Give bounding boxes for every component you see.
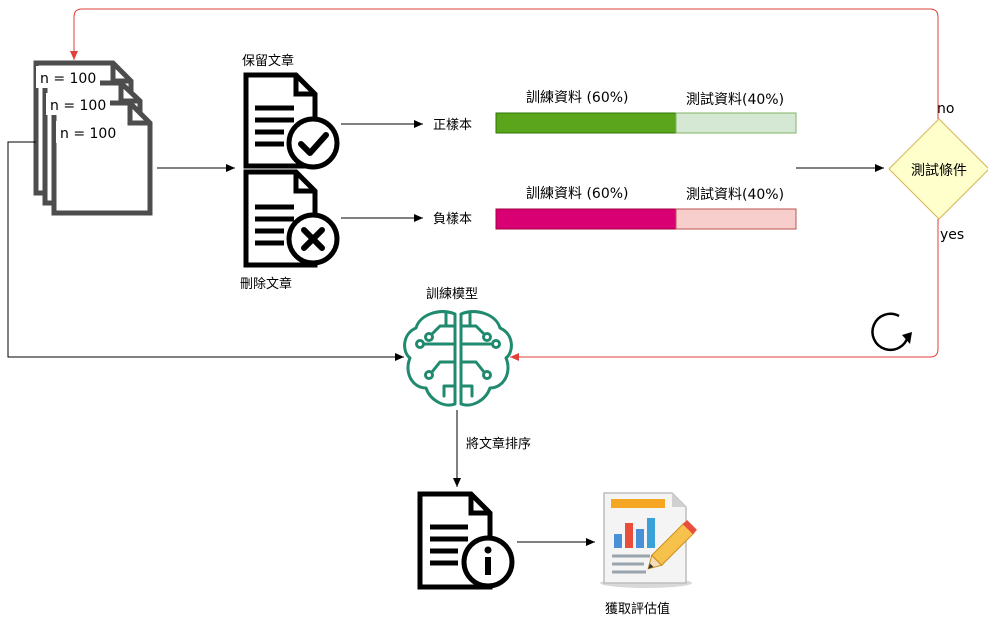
sort-label: 將文章排序 bbox=[466, 436, 531, 452]
negative-test-label: 測試資料(40%) bbox=[686, 187, 784, 203]
positive-sample-label: 正樣本 bbox=[433, 118, 472, 133]
keep-doc-label: 保留文章 bbox=[242, 53, 294, 69]
evaluate-label: 獲取評估值 bbox=[605, 601, 670, 617]
negative-test-segment bbox=[675, 208, 797, 230]
document-stack: n = 100 n = 100 n = 100 bbox=[33, 60, 153, 216]
stack-label-bg-1 bbox=[36, 66, 100, 88]
stack-doc-3 bbox=[51, 100, 153, 216]
document-check-icon bbox=[243, 72, 340, 170]
refresh-icon bbox=[871, 312, 912, 352]
decision-yes-label: yes bbox=[940, 227, 964, 243]
stack-label-1: n = 100 bbox=[40, 71, 96, 87]
stack-label-bg-2 bbox=[46, 93, 110, 115]
loop-yes-arrow bbox=[510, 219, 939, 361]
train-model-label: 訓練模型 bbox=[426, 286, 478, 302]
decision-label: 測試條件 bbox=[911, 163, 967, 179]
loop-no-arrow bbox=[70, 8, 939, 119]
positive-test-segment bbox=[675, 112, 797, 134]
negative-sample-label: 負樣本 bbox=[433, 212, 472, 227]
positive-train-segment bbox=[495, 112, 677, 134]
document-x-icon bbox=[243, 169, 340, 268]
negative-split-bar: 訓練資料 (60%) 測試資料(40%) bbox=[495, 186, 797, 230]
document-info-icon bbox=[417, 491, 515, 590]
positive-split-bar: 訓練資料 (60%) 測試資料(40%) bbox=[495, 90, 797, 134]
decision-diamond: 測試條件 bbox=[888, 118, 988, 220]
delete-doc-label: 刪除文章 bbox=[240, 276, 292, 292]
stack-label-3: n = 100 bbox=[60, 126, 116, 142]
arrow-stack-to-model bbox=[7, 141, 404, 361]
negative-train-segment bbox=[495, 208, 677, 230]
report-chart-icon bbox=[600, 492, 697, 588]
stack-label-bg-3 bbox=[56, 121, 120, 143]
negative-train-label: 訓練資料 (60%) bbox=[526, 186, 629, 202]
positive-train-label: 訓練資料 (60%) bbox=[526, 90, 629, 106]
brain-circuit-icon bbox=[403, 310, 513, 407]
positive-test-label: 測試資料(40%) bbox=[686, 92, 784, 108]
stack-label-2: n = 100 bbox=[50, 98, 106, 114]
decision-no-label: no bbox=[937, 101, 954, 117]
